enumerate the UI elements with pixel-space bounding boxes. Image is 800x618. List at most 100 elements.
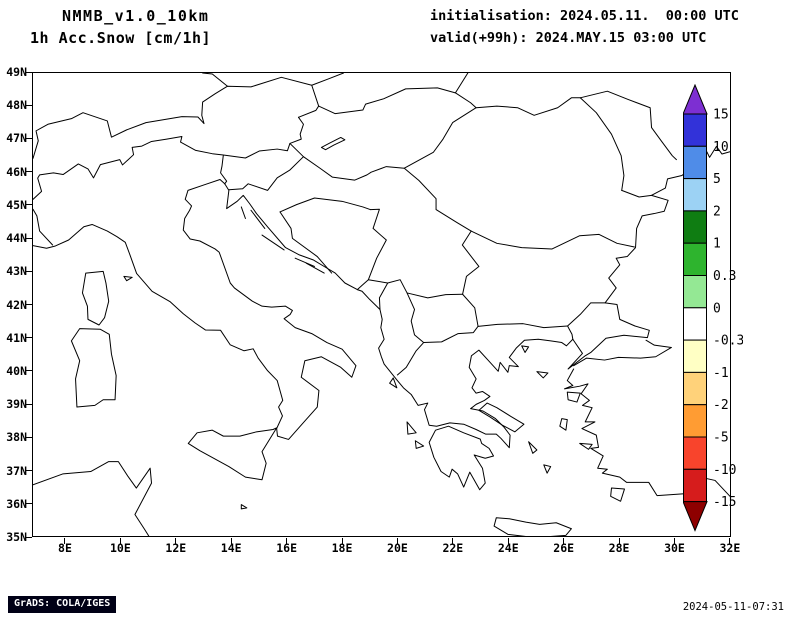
lon-tick-label: 30E (664, 541, 685, 555)
colorbar-segment (683, 371, 707, 406)
islands-croatia-5 (306, 263, 324, 273)
lon-tick-label: 12E (165, 541, 187, 555)
coastline-sardinia (71, 329, 116, 407)
island-naxos (544, 465, 551, 473)
lat-tick-label: 46N (6, 164, 27, 179)
border-macedonia-bulgaria (463, 294, 478, 326)
colorbar-arrow-top (682, 83, 708, 115)
border-austria-slovakia (298, 106, 318, 117)
colorbar-segment (683, 178, 707, 212)
border-romania-bulgaria (471, 231, 634, 249)
lat-tick-label: 48N (6, 98, 27, 113)
lat-tick-label: 43N (6, 264, 27, 279)
map-frame (32, 72, 731, 537)
island-andros (529, 442, 537, 454)
lat-tick-label: 49N (6, 65, 27, 79)
border-romania-hungary (404, 108, 476, 169)
coastline-italy (33, 179, 356, 439)
border-montenegro-albania-coast (379, 283, 387, 309)
colorbar-segment (683, 468, 707, 503)
lon-tick-mark (341, 538, 343, 544)
lat-tick-label: 39N (6, 397, 27, 412)
lon-tick-label: 14E (220, 541, 242, 555)
lon-tick-label: 10E (109, 541, 131, 555)
lat-tick-label: 37N (6, 463, 27, 478)
border-montenegro-albania-kosovo (368, 280, 423, 375)
lon-tick-label: 32E (719, 541, 741, 555)
lat-tick-mark (26, 270, 32, 272)
colorbar-segment (683, 307, 707, 341)
island-malta (241, 505, 247, 509)
colorbar-tick-label: 5 (713, 172, 721, 187)
lon-tick-mark (729, 538, 731, 544)
border-bulgaria-greece (478, 324, 568, 328)
border-croatia-hungary-serbia-romania (303, 157, 471, 231)
lat-tick-mark (26, 403, 32, 405)
snow-patch-small (74, 159, 80, 164)
lon-tick-mark (673, 538, 675, 544)
island-elba (124, 276, 132, 280)
island-zakynthos (415, 441, 423, 449)
border-greece-turkey (568, 326, 573, 339)
colorbar-segment (683, 339, 707, 373)
valid-time-text: valid(+99h): 2024.MAY.15 03:00 UTC (430, 30, 707, 46)
colorbar-arrow-bottom (682, 501, 708, 532)
lat-tick-mark (26, 470, 32, 472)
border-macedonia-greece (424, 326, 478, 342)
border-hungary-slovakia (319, 73, 468, 114)
lat-tick-label: 44N (6, 231, 27, 246)
colorbar-segment (683, 275, 707, 309)
lat-tick-mark (26, 171, 32, 173)
lon-tick-label: 22E (442, 541, 464, 555)
lon-tick-label: 24E (497, 541, 519, 555)
border-romania-ukraine-delta (622, 190, 652, 197)
island-corfu (390, 378, 397, 388)
lat-tick-mark (26, 237, 32, 239)
lat-tick-label: 36N (6, 496, 27, 511)
colorbar-segment (683, 210, 707, 244)
border-serbia-macedonia (407, 293, 463, 298)
colorbar: 15 10 5 2 1 0.3 0 -0.3 -1 -2 -5 -10 -15 (682, 83, 744, 538)
lat-tick-label: 41N (6, 330, 27, 345)
lat-tick-mark (26, 536, 32, 538)
coastline-crete (494, 518, 571, 536)
country-borders (33, 73, 676, 375)
colorbar-segment (683, 242, 707, 276)
lat-tick-label: 38N (6, 430, 27, 445)
border-bulgaria-turkey (568, 303, 606, 326)
islands-croatia-1 (241, 207, 245, 219)
lake-balaton (321, 137, 344, 149)
lon-tick-mark (286, 538, 288, 544)
border-moldova-ukraine (580, 91, 676, 159)
border-slovenia-croatia (229, 143, 304, 190)
lat-tick-mark (26, 503, 32, 505)
islands-croatia-3 (262, 235, 284, 250)
lon-tick-mark (452, 538, 454, 544)
border-croatia-bosnia-south (280, 212, 332, 273)
lat-tick-label: 42N (6, 297, 27, 312)
colorbar-tick-label: -1 (713, 366, 729, 381)
lat-tick-mark (26, 436, 32, 438)
lon-tick-label: 28E (608, 541, 630, 555)
coastline-sicily (188, 428, 276, 480)
border-germany-czech (203, 73, 228, 86)
lon-tick-mark (64, 538, 66, 544)
init-time-text: initialisation: 2024.05.11. 00:00 UTC (430, 8, 739, 24)
coastlines (33, 137, 730, 536)
lon-tick-mark (507, 538, 509, 544)
lat-tick-mark (26, 137, 32, 139)
colorbar-segment (683, 404, 707, 438)
lon-tick-mark (230, 538, 232, 544)
coastline-adriatic-balkans-greece (225, 184, 573, 448)
lat-tick-mark (26, 204, 32, 206)
lon-tick-mark (175, 538, 177, 544)
island-thasos (522, 346, 529, 353)
border-croatia-bosnia-north (280, 198, 370, 212)
islands-croatia-4 (295, 258, 314, 266)
border-switzerland-austria-north (33, 77, 319, 158)
colorbar-tick-label: -2 (713, 398, 729, 413)
island-chios (560, 419, 567, 431)
border-austria-hungary-slovenia (223, 117, 303, 158)
lon-tick-label: 26E (553, 541, 575, 555)
border-bosnia-serbia-montenegro (357, 209, 386, 289)
